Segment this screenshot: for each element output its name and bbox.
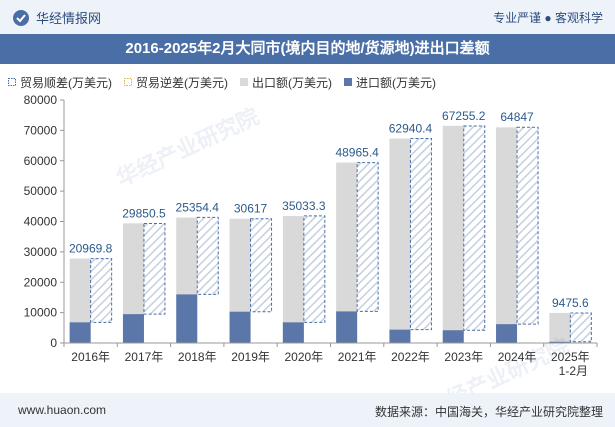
x-axis: 2016年 2017年 2018年 2019年 2020年 2021年 2022年 2023年… xyxy=(63,342,598,378)
legend-item-surplus: 贸易顺差(万美元) xyxy=(8,74,112,91)
data-label: 64847 xyxy=(500,110,534,124)
bars xyxy=(69,125,592,344)
top-bar: 华经情报网 专业严谨 ● 客观科学 xyxy=(0,0,615,34)
surplus-bar xyxy=(516,126,539,325)
export-bar xyxy=(442,125,464,343)
legend-label-surplus: 贸易顺差(万美元) xyxy=(20,75,112,90)
x-tick-label: 2018年 xyxy=(178,350,217,364)
surplus-bar xyxy=(569,312,592,343)
import-bar xyxy=(282,322,304,343)
import-bar xyxy=(122,314,144,343)
surplus-bar xyxy=(356,162,379,312)
y-tick-label: 80000 xyxy=(24,93,58,107)
brand-name: 华经情报网 xyxy=(36,11,102,26)
surplus-bar xyxy=(143,222,166,315)
legend-label-deficit: 贸易逆差(万美元) xyxy=(136,75,228,90)
legend-swatch-deficit xyxy=(124,78,132,86)
export-bar xyxy=(336,162,358,343)
y-tick-label: 70000 xyxy=(24,123,58,137)
y-tick-label: 10000 xyxy=(24,306,58,320)
legend-swatch-surplus xyxy=(8,78,16,86)
footer-source: 数据来源：中国海关，华经产业研究院整理 xyxy=(374,405,603,419)
surplus-bar xyxy=(463,125,486,331)
x-tick-label: 2016年 xyxy=(71,350,110,364)
export-bar xyxy=(389,138,411,343)
data-label: 29850.5 xyxy=(122,206,166,220)
import-bar xyxy=(69,322,91,343)
data-label: 30617 xyxy=(234,202,268,216)
data-label: 67255.2 xyxy=(442,109,486,123)
x-tick-label: 2025年 xyxy=(551,350,590,364)
footer: www.huaon.com 数据来源：中国海关，华经产业研究院整理 xyxy=(0,393,615,427)
x-tick-label: 2023年 xyxy=(444,350,483,364)
x-tick-label: 2022年 xyxy=(391,350,430,364)
x-tick-label: 2019年 xyxy=(231,350,270,364)
brand-logo-icon xyxy=(13,9,29,26)
y-tick-label: 60000 xyxy=(24,154,58,168)
import-bar xyxy=(442,330,464,343)
x-tick-label: 2024年 xyxy=(498,350,537,364)
x-tick-label: 1-2月 xyxy=(559,364,588,378)
export-bar xyxy=(496,127,518,344)
export-bar xyxy=(282,216,304,343)
data-label: 9475.6 xyxy=(552,296,589,310)
y-tick-label: 30000 xyxy=(24,245,58,259)
footer-url: www.huaon.com xyxy=(18,403,107,417)
data-label: 20969.8 xyxy=(69,242,113,256)
import-bar xyxy=(496,324,518,343)
x-tick-label: 2017年 xyxy=(125,350,164,364)
legend-swatch-import xyxy=(344,78,352,86)
legend-swatch-export xyxy=(240,78,248,86)
legend-item-export: 出口额(万美元) xyxy=(240,74,332,91)
tagline: 专业严谨 ● 客观科学 xyxy=(493,11,603,25)
x-tick-label: 2020年 xyxy=(284,350,323,364)
brand: 华经情报网 xyxy=(12,8,101,27)
legend-item-deficit: 贸易逆差(万美元) xyxy=(124,74,228,91)
data-label: 48965.4 xyxy=(335,146,379,160)
y-tick-label: 20000 xyxy=(24,275,58,289)
x-tick-label: 2021年 xyxy=(338,350,377,364)
surplus-bar xyxy=(303,215,326,323)
legend-label-import: 进口额(万美元) xyxy=(356,75,436,90)
data-label: 25354.4 xyxy=(176,200,220,214)
surplus-bar xyxy=(250,218,273,313)
import-bar xyxy=(389,329,411,343)
import-bar xyxy=(549,341,571,343)
legend-label-export: 出口额(万美元) xyxy=(252,75,332,90)
import-bar xyxy=(229,311,251,343)
data-label: 35033.3 xyxy=(282,199,326,213)
import-bar xyxy=(176,294,198,343)
y-tick-label: 40000 xyxy=(24,215,58,229)
y-axis: 0 10000 20000 30000 40000 50000 60000 70000 8000… xyxy=(24,93,65,350)
surplus-bar xyxy=(196,216,219,295)
title-bar: 2016-2025年2月大同市(境内目的地/货源地)进出口差额 xyxy=(0,34,615,64)
legend: 贸易顺差(万美元) 贸易逆差(万美元) 出口额(万美元) 进口额(万美元) xyxy=(8,72,448,92)
chart-area: 0 10000 20000 30000 40000 50000 60000 70000 8000… xyxy=(24,93,598,378)
data-label: 62940.4 xyxy=(389,121,433,135)
y-tick-label: 50000 xyxy=(24,184,58,198)
surplus-bar xyxy=(409,137,432,331)
chart-title: 2016-2025年2月大同市(境内目的地/货源地)进出口差额 xyxy=(125,40,490,57)
export-bar xyxy=(122,223,144,343)
y-tick-label: 0 xyxy=(50,336,57,350)
import-bar xyxy=(336,311,358,343)
export-bar xyxy=(549,312,571,343)
surplus-bar xyxy=(90,258,113,323)
data-labels: 20969.8 29850.5 25354.4 30617 35033.3 48965.4… xyxy=(69,109,589,310)
legend-item-import: 进口额(万美元) xyxy=(344,74,436,91)
export-bar xyxy=(69,258,91,343)
